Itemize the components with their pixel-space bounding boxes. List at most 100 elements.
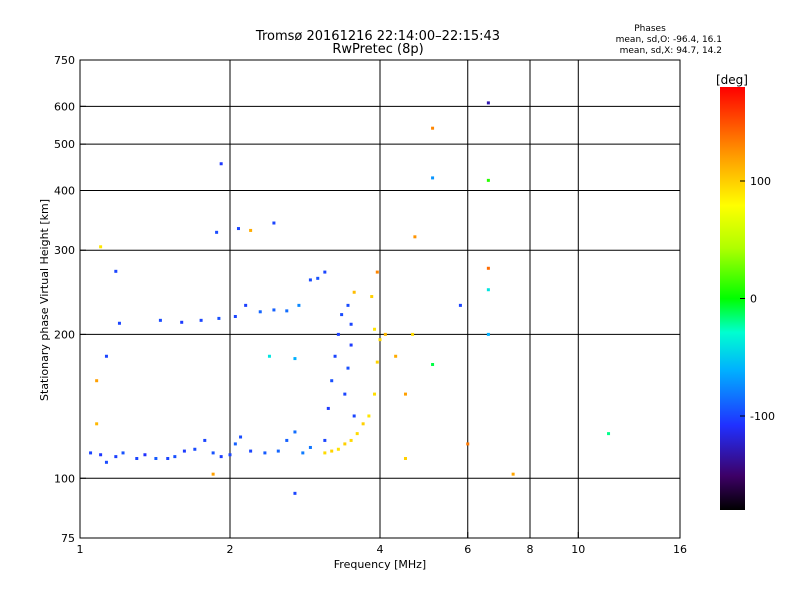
data-point-s1-23 [466, 442, 470, 446]
data-point-s0-31 [244, 303, 248, 307]
data-point-s0-44 [340, 313, 344, 317]
data-point-s0-14 [219, 455, 223, 459]
data-point-s0-5 [135, 456, 139, 460]
data-point-s0-19 [263, 451, 267, 455]
data-point-s0-40 [326, 406, 330, 410]
x-tick-label-6: 6 [464, 543, 471, 556]
data-point-s0-17 [239, 435, 243, 439]
data-point-s1-1 [330, 449, 334, 453]
stats-line-o: mean, sd,O: -96.4, 16.1 [616, 35, 722, 45]
data-point-s0-43 [336, 332, 340, 336]
data-point-s0-16 [233, 442, 237, 446]
x-tick-label-10: 10 [571, 543, 585, 556]
data-point-s0-7 [154, 456, 158, 460]
y-tick-label-300: 300 [54, 244, 75, 257]
stats-line-x: mean, sd,X: 94.7, 14.2 [620, 46, 722, 56]
data-point-s1-4 [349, 438, 353, 442]
data-point-s0-59 [458, 303, 462, 307]
data-point-s0-47 [349, 343, 353, 347]
data-point-s1-17 [403, 392, 407, 396]
data-point-s1-7 [367, 414, 371, 418]
data-point-s0-60 [431, 176, 435, 180]
data-point-s0-29 [217, 316, 221, 320]
grid-lines [80, 60, 680, 538]
colorbar-tick-label--100: -100 [750, 410, 775, 423]
data-points [89, 101, 611, 495]
data-point-s0-26 [158, 318, 162, 322]
y-tick-label-750: 750 [54, 54, 75, 67]
data-point-s0-36 [308, 278, 312, 282]
data-point-s2-3 [607, 432, 611, 436]
data-point-s0-58 [486, 101, 490, 105]
y-tick-label-100: 100 [54, 472, 75, 485]
data-point-s0-53 [236, 227, 240, 231]
data-point-s0-15 [228, 453, 232, 457]
y-tick-label-200: 200 [54, 328, 75, 341]
data-point-s1-6 [361, 422, 365, 426]
data-point-s0-24 [308, 445, 312, 449]
data-point-s0-39 [323, 438, 327, 442]
data-point-s0-8 [166, 456, 170, 460]
data-point-s2-0 [486, 178, 490, 182]
x-tick-label-4: 4 [377, 543, 384, 556]
y-tick-label-400: 400 [54, 184, 75, 197]
data-point-s1-9 [375, 360, 379, 364]
data-point-s0-22 [293, 430, 297, 434]
data-point-s2-5 [267, 354, 271, 358]
data-point-s0-25 [117, 321, 121, 325]
data-point-s0-56 [104, 354, 108, 358]
data-point-s1-30 [211, 472, 215, 476]
data-point-s1-3 [343, 442, 347, 446]
data-point-s1-18 [413, 235, 417, 239]
x-tick-label-16: 16 [673, 543, 687, 556]
colorbar-ticks: 100 0 -100 [740, 175, 775, 423]
data-point-s0-10 [182, 449, 186, 453]
data-point-s1-24 [486, 266, 490, 270]
data-point-s1-8 [373, 392, 377, 396]
data-point-s1-28 [99, 245, 103, 249]
data-point-s0-45 [343, 392, 347, 396]
data-point-s0-57 [293, 491, 297, 495]
data-point-s1-15 [383, 332, 387, 336]
chart-subtitle: RwPretec (8p) [332, 42, 423, 57]
data-point-s0-23 [301, 451, 305, 455]
data-point-s0-49 [349, 322, 353, 326]
data-point-s0-41 [330, 379, 334, 383]
y-tick-label-600: 600 [54, 100, 75, 113]
data-point-s0-12 [203, 438, 207, 442]
data-point-s0-13 [211, 451, 215, 455]
x-tick-label-8: 8 [527, 543, 534, 556]
data-point-s0-0 [89, 451, 93, 455]
data-point-s1-25 [511, 472, 515, 476]
data-point-s1-12 [370, 295, 374, 299]
data-point-s0-37 [316, 276, 320, 280]
data-point-s0-6 [143, 453, 147, 457]
chart-title: Tromsø 20161216 22:14:00–22:15:43 [255, 29, 500, 44]
data-point-s0-38 [323, 270, 327, 274]
data-point-s1-26 [95, 379, 99, 383]
data-point-s0-35 [297, 303, 301, 307]
data-point-s0-52 [219, 162, 223, 166]
data-point-s0-42 [333, 354, 337, 358]
data-point-s0-54 [272, 221, 276, 225]
colorbar-tick-label-0: 0 [750, 293, 757, 306]
data-point-s1-14 [352, 290, 356, 294]
data-point-s0-46 [346, 366, 350, 370]
data-point-s1-27 [95, 422, 99, 426]
data-point-s0-51 [114, 269, 118, 273]
x-tick-label-1: 1 [77, 543, 84, 556]
data-point-s0-3 [114, 455, 118, 459]
data-point-s1-21 [403, 456, 407, 460]
data-point-s1-16 [394, 354, 398, 358]
data-point-s0-4 [121, 451, 125, 455]
data-point-s0-32 [258, 310, 262, 314]
data-point-s0-9 [173, 455, 177, 459]
data-point-s2-4 [293, 357, 297, 361]
data-point-s1-10 [378, 338, 382, 342]
y-axis-label: Stationary phase Virtual Height [km] [38, 199, 51, 401]
data-point-s0-27 [180, 320, 184, 324]
data-point-s0-33 [272, 308, 276, 312]
data-point-s0-18 [249, 449, 253, 453]
data-point-s0-20 [276, 449, 280, 453]
